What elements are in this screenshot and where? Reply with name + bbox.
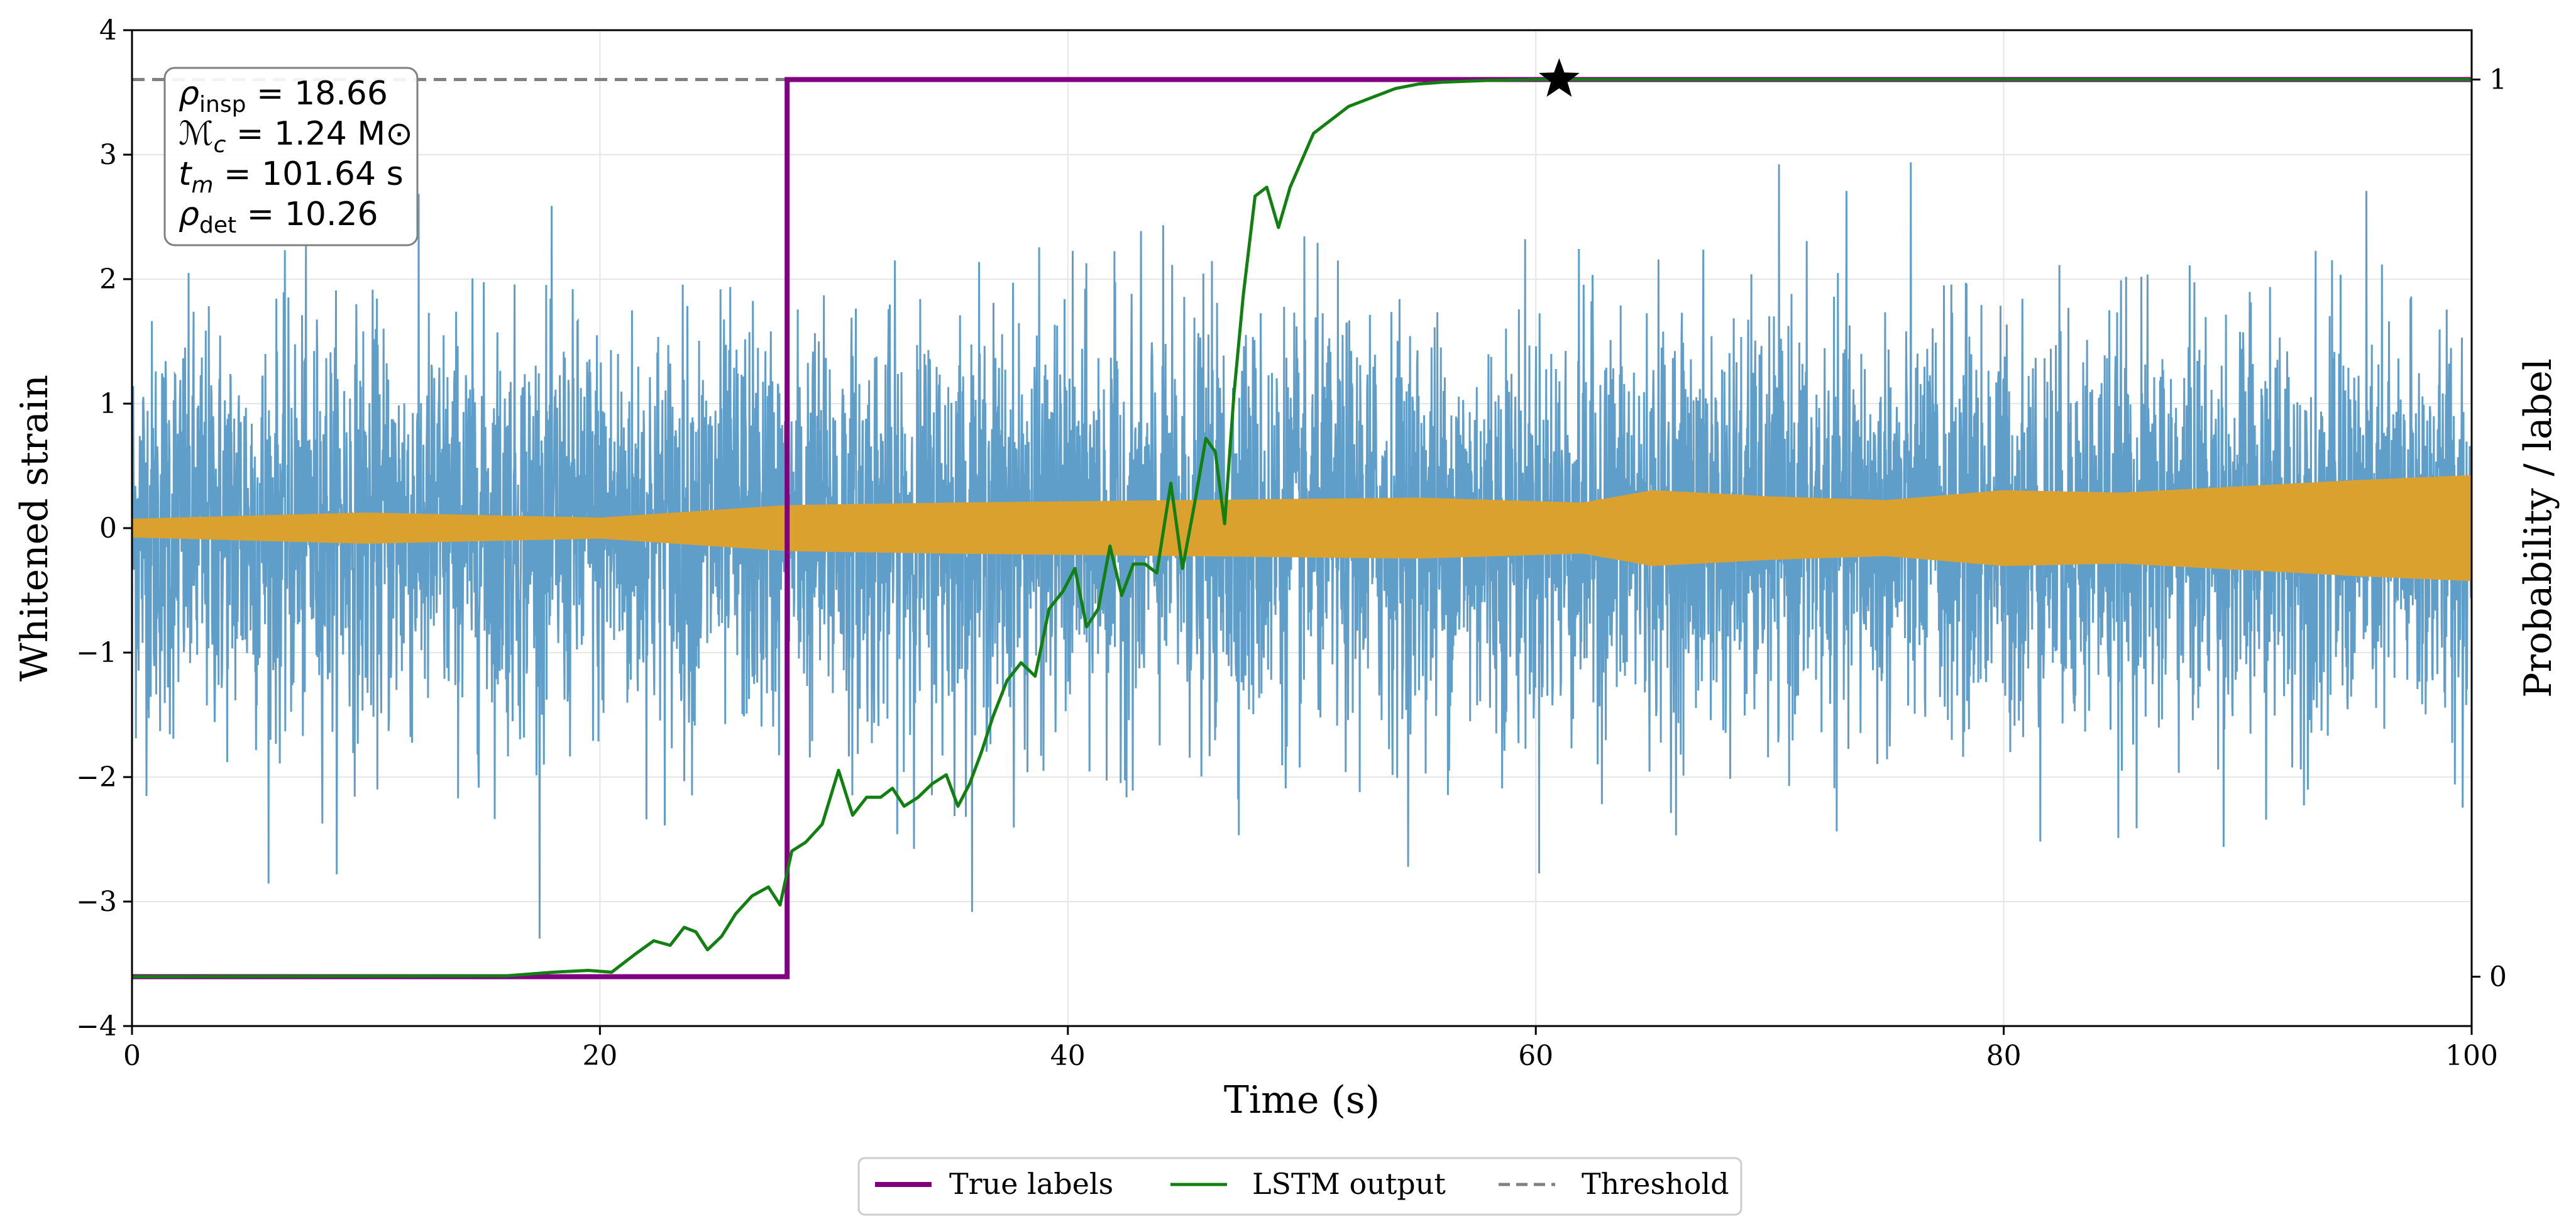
x-tick-label: 60 xyxy=(1518,1040,1553,1072)
y-axis-label: Whitened strain xyxy=(13,375,57,682)
legend-frame xyxy=(857,1157,1742,1216)
y-right-tick-label: 0 xyxy=(2489,961,2507,993)
y-right-tick-label: 1 xyxy=(2489,63,2507,96)
x-tick-label: 0 xyxy=(123,1040,141,1072)
y-tick-label: −3 xyxy=(76,886,117,918)
lstm-output-series xyxy=(131,78,2472,978)
legend-label-lstm-output: LSTM output xyxy=(1252,1167,1446,1201)
overlay-series xyxy=(131,58,2472,980)
y-tick-label: −2 xyxy=(76,761,117,793)
parameter-annotation: ρinsp = 18.66 ℳc = 1.24 M⊙ tm = 101.64 s… xyxy=(163,67,419,246)
y-tick-label: 3 xyxy=(99,139,117,171)
annotation-line-rho-det: ρdet = 10.26 xyxy=(179,196,378,238)
y-tick-label: 1 xyxy=(99,388,117,420)
y-axis-right-label: Probability / label xyxy=(2516,358,2560,698)
y-tick-label: −4 xyxy=(76,1010,117,1042)
signal-envelope-series xyxy=(132,475,2472,582)
annotation-line-merger-time: tm = 101.64 s xyxy=(179,155,404,198)
x-tick-label: 80 xyxy=(1986,1040,2022,1072)
annotation-line-rho-insp: ρinsp = 18.66 xyxy=(179,75,388,118)
y-tick-label: 4 xyxy=(99,14,117,47)
x-tick-label: 40 xyxy=(1050,1040,1086,1072)
plot-area xyxy=(132,162,2472,939)
y-tick-label: −1 xyxy=(76,637,117,669)
detection-star-marker xyxy=(1539,58,1580,97)
x-tick-label: 100 xyxy=(2445,1040,2498,1072)
y-tick-label: 0 xyxy=(99,512,117,544)
annotation-line-chirp-mass: ℳc = 1.24 M⊙ xyxy=(179,115,413,158)
x-axis-label: Time (s) xyxy=(1224,1078,1380,1122)
legend-label-true-labels: True labels xyxy=(949,1167,1113,1201)
legend: True labels LSTM output Threshold xyxy=(857,1157,1742,1216)
legend-label-threshold: Threshold xyxy=(1582,1167,1729,1201)
y-tick-label: 2 xyxy=(99,263,117,295)
x-tick-label: 20 xyxy=(582,1040,617,1072)
